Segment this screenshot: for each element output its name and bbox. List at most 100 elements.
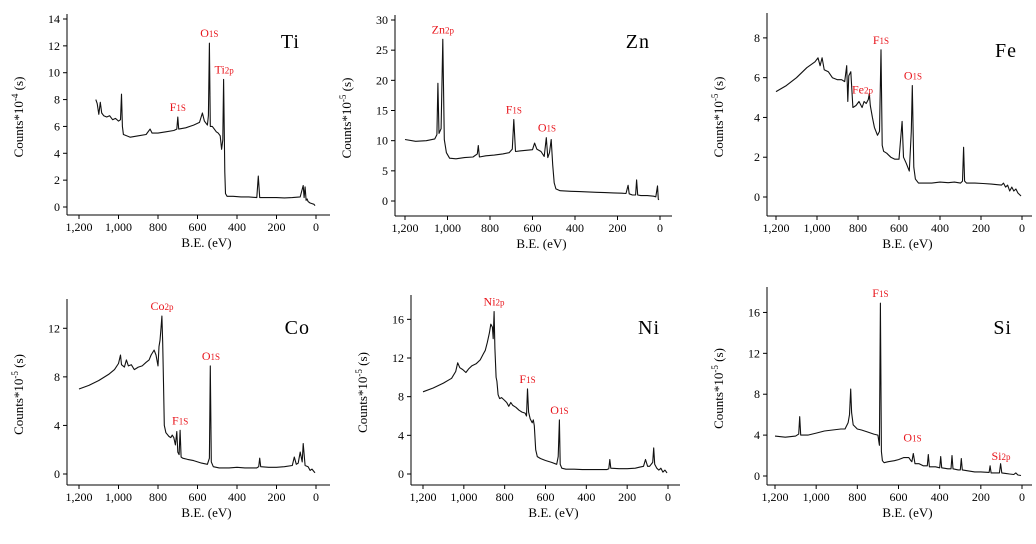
x-tick-label: 600 xyxy=(890,490,908,504)
x-tick-label: 600 xyxy=(890,221,908,235)
y-axis-label: Counts*10-5 (s) xyxy=(710,77,726,158)
x-tick-label: 400 xyxy=(228,220,246,234)
y-tick-label: 12 xyxy=(48,39,60,53)
y-tick-label: 10 xyxy=(48,66,60,80)
spectrum-line-ni xyxy=(422,311,668,474)
x-tick-label: 1,200 xyxy=(410,490,437,504)
x-axis-label: B.E. (eV) xyxy=(181,505,231,520)
x-axis-label: B.E. (eV) xyxy=(882,236,932,251)
x-tick-label: 200 xyxy=(618,490,636,504)
x-tick-label: 400 xyxy=(931,490,949,504)
x-tick-label: 1,200 xyxy=(66,220,93,234)
y-tick-label: 8 xyxy=(54,93,60,107)
y-tick-label: 6 xyxy=(54,119,60,133)
y-tick-label: 4 xyxy=(754,428,760,442)
y-tick-label: 15 xyxy=(376,104,388,118)
x-tick-label: 0 xyxy=(313,490,319,504)
y-tick-label: 6 xyxy=(754,71,760,85)
peak-label: Co2p xyxy=(150,299,174,313)
peak-label: O1S xyxy=(200,26,218,40)
y-tick-label: 5 xyxy=(382,164,388,178)
x-tick-label: 0 xyxy=(1019,221,1025,235)
x-tick-label: 200 xyxy=(268,220,286,234)
y-tick-label: 4 xyxy=(398,428,404,442)
y-tick-label: 20 xyxy=(376,73,388,87)
panel-ni: 1,200 1,000 800 600 400 200 0 0 4 8 12 16 B.E. (eV) C… xyxy=(354,295,680,520)
x-tick-label: 400 xyxy=(228,490,246,504)
peak-label: O1S xyxy=(904,69,922,83)
x-tick-label: 1,000 xyxy=(803,490,830,504)
spectrum-line-co xyxy=(78,315,316,474)
y-axis-label: Counts*10-5 (s) xyxy=(710,348,726,429)
y-tick-label: 4 xyxy=(754,110,760,124)
y-tick-label: 0 xyxy=(54,467,60,481)
peak-label: F1S xyxy=(872,286,888,300)
element-label: Fe xyxy=(995,40,1017,62)
panel-fe: 1,200 1,000 800 600 400 200 0 0 2 4 6 8 B.E. (eV) Cou… xyxy=(710,13,1032,251)
y-tick-label: 10 xyxy=(376,134,388,148)
peak-label: F1S xyxy=(506,103,522,117)
element-label: Si xyxy=(993,317,1012,339)
y-axis-label: Counts*10-5 (s) xyxy=(338,78,354,159)
y-tick-label: 12 xyxy=(48,321,60,335)
x-tick-label: 600 xyxy=(537,490,555,504)
peak-label: O1S xyxy=(538,121,556,135)
x-tick-label: 800 xyxy=(849,221,867,235)
x-tick-label: 1,000 xyxy=(434,221,461,235)
x-tick-label: 400 xyxy=(566,221,584,235)
x-tick-label: 800 xyxy=(149,490,167,504)
peak-label: O1S xyxy=(903,430,921,444)
y-tick-label: 2 xyxy=(754,150,760,164)
x-tick-label: 1,000 xyxy=(804,221,831,235)
y-tick-label: 4 xyxy=(54,146,60,160)
element-label: Ti xyxy=(281,31,300,53)
peak-label: F1S xyxy=(519,372,535,386)
y-tick-label: 16 xyxy=(748,305,760,319)
element-label: Co xyxy=(285,317,310,339)
x-tick-label: 200 xyxy=(972,221,990,235)
x-tick-label: 1,200 xyxy=(762,490,789,504)
y-tick-label: 8 xyxy=(398,390,404,404)
element-label: Ni xyxy=(638,317,660,339)
x-tick-label: 1,200 xyxy=(763,221,790,235)
x-tick-label: 1,000 xyxy=(450,490,477,504)
x-tick-label: 800 xyxy=(848,490,866,504)
element-label: Zn xyxy=(626,31,650,53)
peak-label: F1S xyxy=(170,100,186,114)
peak-label: Ti2p xyxy=(215,62,235,76)
y-tick-label: 12 xyxy=(392,351,404,365)
y-tick-label: 12 xyxy=(748,346,760,360)
y-tick-label: 16 xyxy=(392,312,404,326)
y-tick-label: 30 xyxy=(376,13,388,27)
y-tick-label: 14 xyxy=(48,12,60,26)
x-tick-label: 200 xyxy=(268,490,286,504)
x-tick-label: 800 xyxy=(481,221,499,235)
peak-label: Si2p xyxy=(991,449,1011,463)
y-tick-label: 0 xyxy=(382,194,388,208)
spectrum-line-fe xyxy=(775,49,1022,197)
y-tick-label: 8 xyxy=(754,387,760,401)
x-tick-label: 0 xyxy=(313,220,319,234)
x-tick-label: 800 xyxy=(496,490,514,504)
x-tick-label: 800 xyxy=(149,220,167,234)
y-axis-label: Counts*10-5 (s) xyxy=(10,354,26,435)
panel-zn: 1,200 1,000 800 600 400 200 0 0 5 10 15 20 25 30 B.E. … xyxy=(338,13,672,251)
spectrum-line-ti xyxy=(95,42,316,207)
x-axis-label: B.E. (eV) xyxy=(181,235,231,250)
peak-label: O1S xyxy=(202,349,220,363)
y-tick-label: 0 xyxy=(54,200,60,214)
spectrum-line-zn xyxy=(404,38,660,201)
x-tick-label: 1,200 xyxy=(66,490,93,504)
y-tick-label: 0 xyxy=(754,469,760,483)
y-tick-label: 0 xyxy=(398,467,404,481)
x-axis-label: B.E. (eV) xyxy=(882,505,932,520)
x-tick-label: 0 xyxy=(1019,490,1025,504)
y-tick-label: 2 xyxy=(54,173,60,187)
peak-label: Fe2p xyxy=(852,83,874,97)
x-tick-label: 600 xyxy=(189,490,207,504)
y-axis-label: Counts*10-5 (s) xyxy=(354,352,370,433)
peak-label: F1S xyxy=(172,413,188,427)
y-tick-label: 0 xyxy=(754,190,760,204)
x-tick-label: 0 xyxy=(657,221,663,235)
